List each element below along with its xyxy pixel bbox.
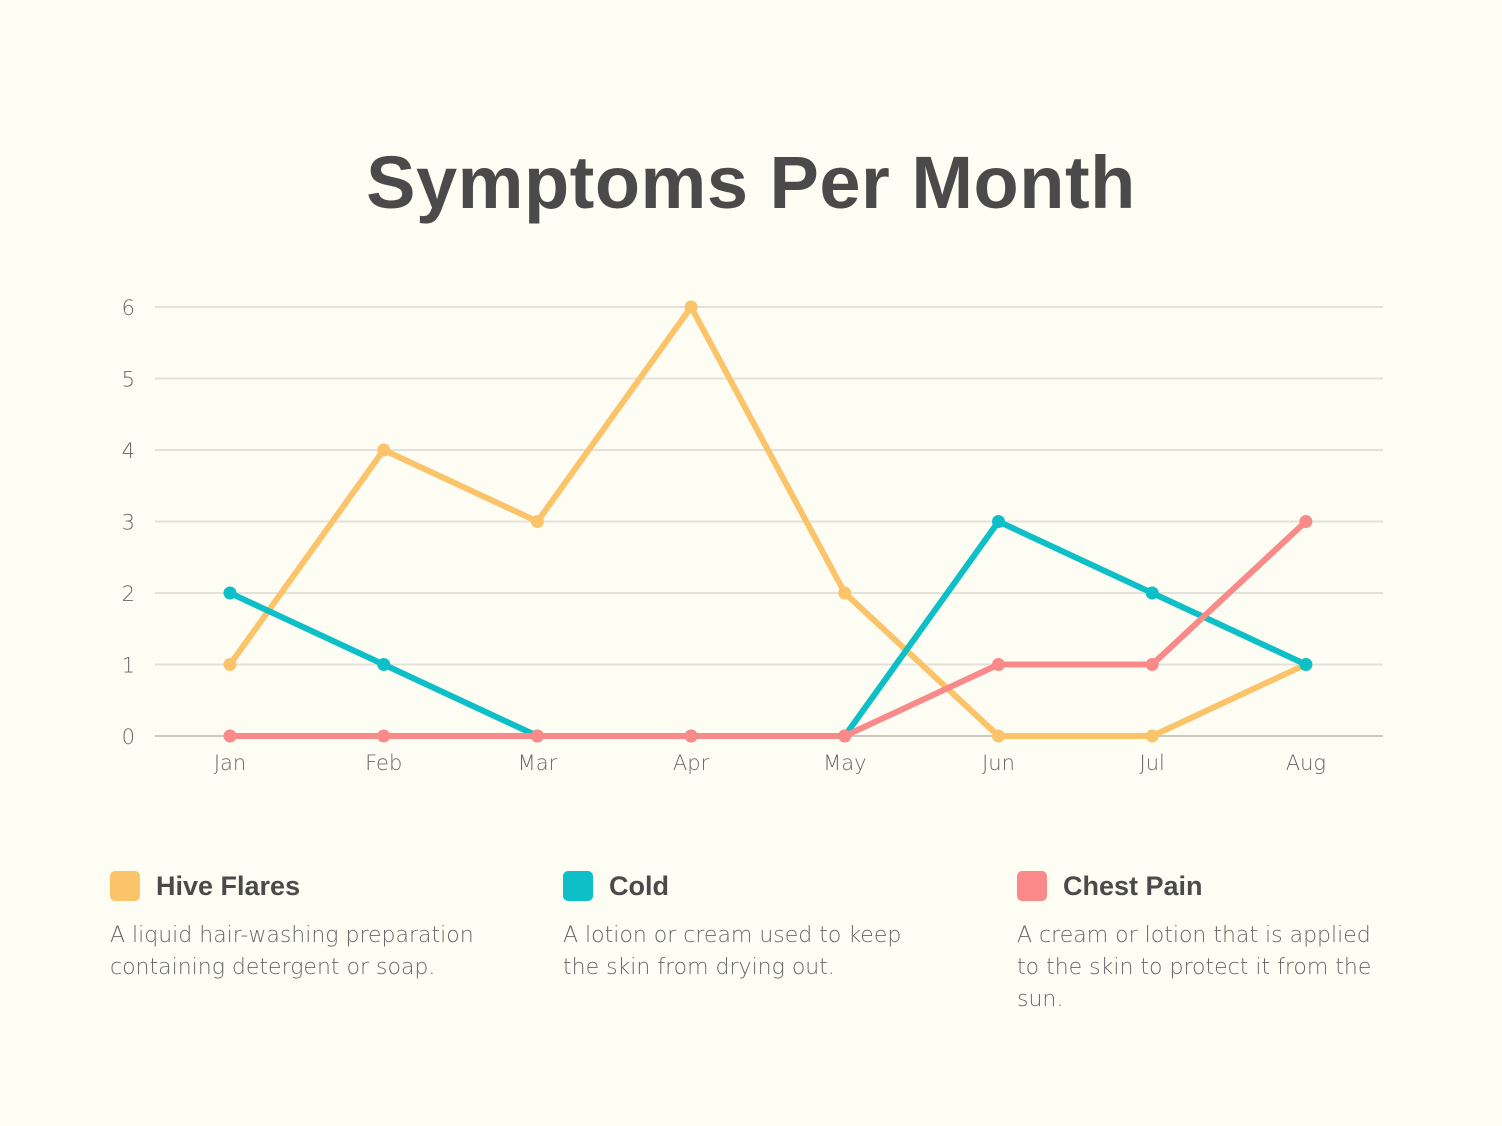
chart-title: Symptoms Per Month <box>366 141 1136 224</box>
data-point-chest-pain <box>1299 515 1313 528</box>
series-lines <box>227 304 1309 739</box>
data-point-hive-flares <box>223 658 237 671</box>
legend-swatch <box>563 871 593 901</box>
series-line-cold <box>227 518 1309 739</box>
data-point-chest-pain <box>684 729 698 743</box>
data-point-chest-pain <box>530 729 544 743</box>
legend-swatch <box>110 871 140 901</box>
y-tick-label: 2 <box>122 582 135 606</box>
x-tick-label: Jun <box>982 751 1015 775</box>
data-point-hive-flares <box>1145 729 1159 743</box>
data-point-cold <box>992 515 1005 528</box>
y-axis: 0 1 2 3 4 5 6 <box>122 296 135 749</box>
y-tick-label: 0 <box>122 725 135 749</box>
data-point-chest-pain <box>992 658 1005 671</box>
series-line-chest-pain <box>227 518 1309 739</box>
x-tick-label: Aug <box>1286 751 1326 775</box>
series-points <box>223 300 1313 743</box>
x-tick-label: Jan <box>214 751 246 775</box>
y-tick-label: 4 <box>122 439 135 463</box>
legend-label: Cold <box>609 870 669 901</box>
y-tick-label: 3 <box>122 511 135 535</box>
gridlines <box>155 306 1383 737</box>
data-point-cold <box>377 658 391 671</box>
data-point-cold <box>1299 658 1313 671</box>
legend-description: A liquid hair-washing preparation contai… <box>110 923 474 980</box>
data-point-cold <box>1145 586 1159 600</box>
legend-swatch <box>1017 871 1047 901</box>
x-tick-label: Mar <box>518 751 558 775</box>
series-line-hive-flares <box>227 304 1309 739</box>
x-tick-label: Jul <box>1140 751 1165 775</box>
legend-item-hive-flares: Hive Flares A liquid hair-washing prepar… <box>110 866 490 984</box>
data-point-hive-flares <box>992 729 1005 743</box>
y-tick-label: 5 <box>122 368 135 392</box>
x-tick-label: Apr <box>673 751 710 775</box>
x-tick-label: May <box>823 751 866 775</box>
data-point-hive-flares <box>684 300 698 314</box>
legend-description: A lotion or cream used to keep the skin … <box>563 923 902 980</box>
data-point-chest-pain <box>377 729 391 743</box>
legend-label: Hive Flares <box>156 870 301 901</box>
data-point-chest-pain <box>1145 658 1159 671</box>
legend-item-chest-pain: Chest Pain A cream or lotion that is app… <box>1017 866 1397 1016</box>
legend-description: A cream or lotion that is applied to the… <box>1017 923 1372 1012</box>
data-point-hive-flares <box>530 515 544 528</box>
legend-label: Chest Pain <box>1063 870 1203 901</box>
data-point-cold <box>223 586 237 600</box>
data-point-hive-flares <box>377 443 391 457</box>
x-axis: Jan Feb Mar Apr May Jun Jul Aug <box>214 751 1326 775</box>
data-point-chest-pain <box>223 729 237 743</box>
y-tick-label: 6 <box>122 296 135 320</box>
legend-item-cold: Cold A lotion or cream used to keep the … <box>563 866 943 984</box>
x-tick-label: Feb <box>365 751 402 775</box>
data-point-hive-flares <box>838 586 852 600</box>
y-tick-label: 1 <box>122 654 135 678</box>
data-point-chest-pain <box>838 729 852 743</box>
